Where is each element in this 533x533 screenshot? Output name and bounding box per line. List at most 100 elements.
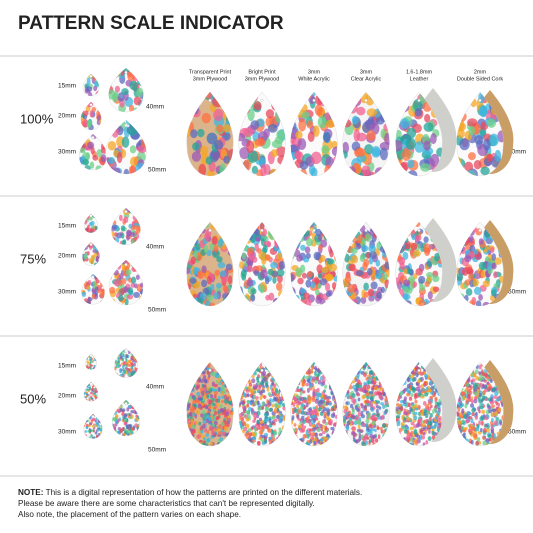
pattern-dot — [359, 254, 365, 263]
pattern-dot — [324, 227, 331, 235]
pattern-dot — [324, 421, 329, 426]
pattern-dot — [422, 401, 427, 406]
pattern-dot — [122, 432, 126, 436]
pattern-dot — [387, 436, 390, 442]
pattern-dot — [315, 296, 322, 304]
pattern-dot — [328, 380, 333, 386]
pattern-dot — [331, 282, 337, 290]
pattern-dot — [255, 265, 263, 272]
pattern-dot — [325, 273, 334, 281]
pattern-dot — [279, 373, 284, 377]
pattern-dot — [190, 437, 194, 442]
pattern-dot — [95, 434, 99, 438]
pattern-dot — [360, 403, 364, 409]
pattern-dot — [434, 252, 440, 262]
pattern-dot — [121, 412, 125, 416]
pattern-dot — [203, 244, 209, 254]
pattern-dot — [282, 374, 286, 379]
pattern-dot — [370, 428, 375, 432]
pattern-dot — [496, 442, 500, 446]
pattern-dot — [351, 392, 356, 399]
pattern-dot — [223, 394, 227, 400]
pattern-dot — [267, 268, 274, 276]
pattern-dot — [411, 377, 415, 383]
pattern-dot — [414, 222, 421, 228]
pattern-dot — [342, 245, 347, 252]
pattern-dot — [238, 230, 244, 238]
pattern-dot — [186, 267, 191, 275]
pattern-dot — [108, 156, 116, 165]
pattern-dot — [324, 222, 330, 232]
pattern-dot — [193, 95, 201, 109]
pattern-dot — [112, 214, 117, 219]
pattern-dot — [497, 130, 504, 143]
pattern-dot — [467, 397, 472, 402]
pattern-dot — [382, 404, 385, 410]
pattern-dot — [368, 390, 374, 395]
pattern-dot — [139, 282, 144, 288]
pattern-dot — [92, 417, 96, 422]
pattern-dot — [302, 374, 305, 380]
pattern-dot — [241, 401, 245, 406]
pattern-dot — [405, 425, 410, 431]
hole — [312, 98, 316, 102]
pattern-dot — [406, 377, 410, 382]
pattern-dot — [421, 393, 425, 398]
pattern-dot — [208, 399, 213, 404]
pattern-dot — [343, 374, 346, 379]
pattern-dot — [81, 291, 87, 297]
pattern-dot — [279, 443, 284, 446]
pattern-dot — [371, 414, 376, 420]
pattern-dot — [297, 377, 302, 382]
pattern-dot — [200, 366, 205, 371]
pattern-dot — [108, 260, 113, 266]
pattern-dot — [333, 442, 337, 446]
pattern-dot — [463, 227, 469, 235]
pattern-dot — [332, 222, 338, 228]
size-label: 20mm — [58, 113, 76, 120]
pattern-dot — [245, 363, 250, 369]
pattern-dot — [88, 362, 91, 365]
pattern-dot — [324, 374, 328, 378]
pattern-dot — [387, 383, 390, 388]
pattern-dot — [192, 412, 196, 417]
pattern-dot — [333, 389, 338, 394]
pattern-dot — [259, 285, 265, 294]
pattern-dot — [365, 418, 370, 424]
pattern-dot — [376, 413, 380, 418]
pattern-dot — [202, 287, 210, 295]
pattern-dot — [221, 421, 225, 427]
pattern-dot — [222, 374, 228, 379]
pattern-dot — [113, 269, 119, 276]
pattern-dot — [91, 225, 95, 229]
pattern — [342, 222, 390, 306]
pattern-dot — [252, 432, 256, 437]
pattern-dot — [188, 103, 197, 113]
pattern-dot — [254, 138, 266, 147]
pattern-dot — [398, 427, 403, 432]
pattern-dot — [239, 371, 243, 376]
pattern-dot — [371, 420, 377, 425]
pattern-dot — [244, 362, 248, 365]
pattern-dot — [465, 372, 470, 376]
pattern-dot — [400, 421, 405, 427]
pattern-dot — [426, 271, 434, 278]
pattern-dot — [224, 440, 229, 446]
pattern-dot — [276, 268, 285, 277]
pattern-dot — [202, 409, 206, 415]
pattern-dot — [216, 415, 220, 420]
pattern-dot — [195, 399, 200, 404]
pattern-dot — [361, 414, 365, 419]
pattern-dot — [385, 375, 389, 380]
pattern-dot — [346, 374, 350, 379]
pattern-dot — [431, 444, 436, 446]
pattern-dot — [297, 373, 301, 378]
pattern-dot — [187, 371, 192, 376]
pattern-dot — [439, 441, 443, 446]
pattern-dot — [190, 362, 195, 366]
pattern-dot — [435, 442, 438, 446]
pattern-dot — [295, 385, 299, 390]
pattern-dot — [367, 363, 372, 368]
pattern-dot — [206, 132, 218, 145]
pattern-dot — [218, 92, 229, 99]
